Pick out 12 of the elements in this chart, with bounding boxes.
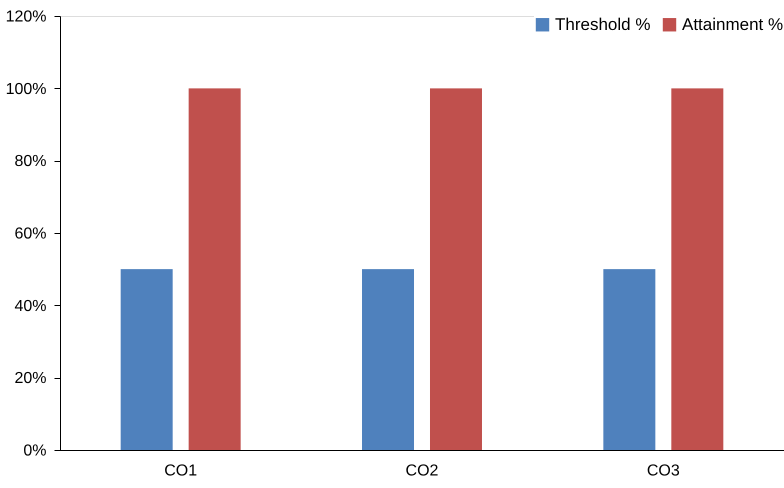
x-tick-label: CO3 xyxy=(646,462,680,480)
y-tick-label: 60% xyxy=(14,226,46,242)
legend-label: Attainment % xyxy=(682,14,784,34)
y-tick-label: 80% xyxy=(14,153,46,170)
y-tick-label: 20% xyxy=(14,370,46,388)
x-tick-label: CO2 xyxy=(406,462,439,480)
x-tick-label: CO1 xyxy=(164,462,198,480)
y-tick-label: 40% xyxy=(14,298,46,315)
y-tick-label: 120% xyxy=(6,8,46,26)
legend-label: Threshold % xyxy=(555,14,650,34)
y-tick-label: 0% xyxy=(23,442,46,460)
y-tick-label: 100% xyxy=(6,80,46,98)
